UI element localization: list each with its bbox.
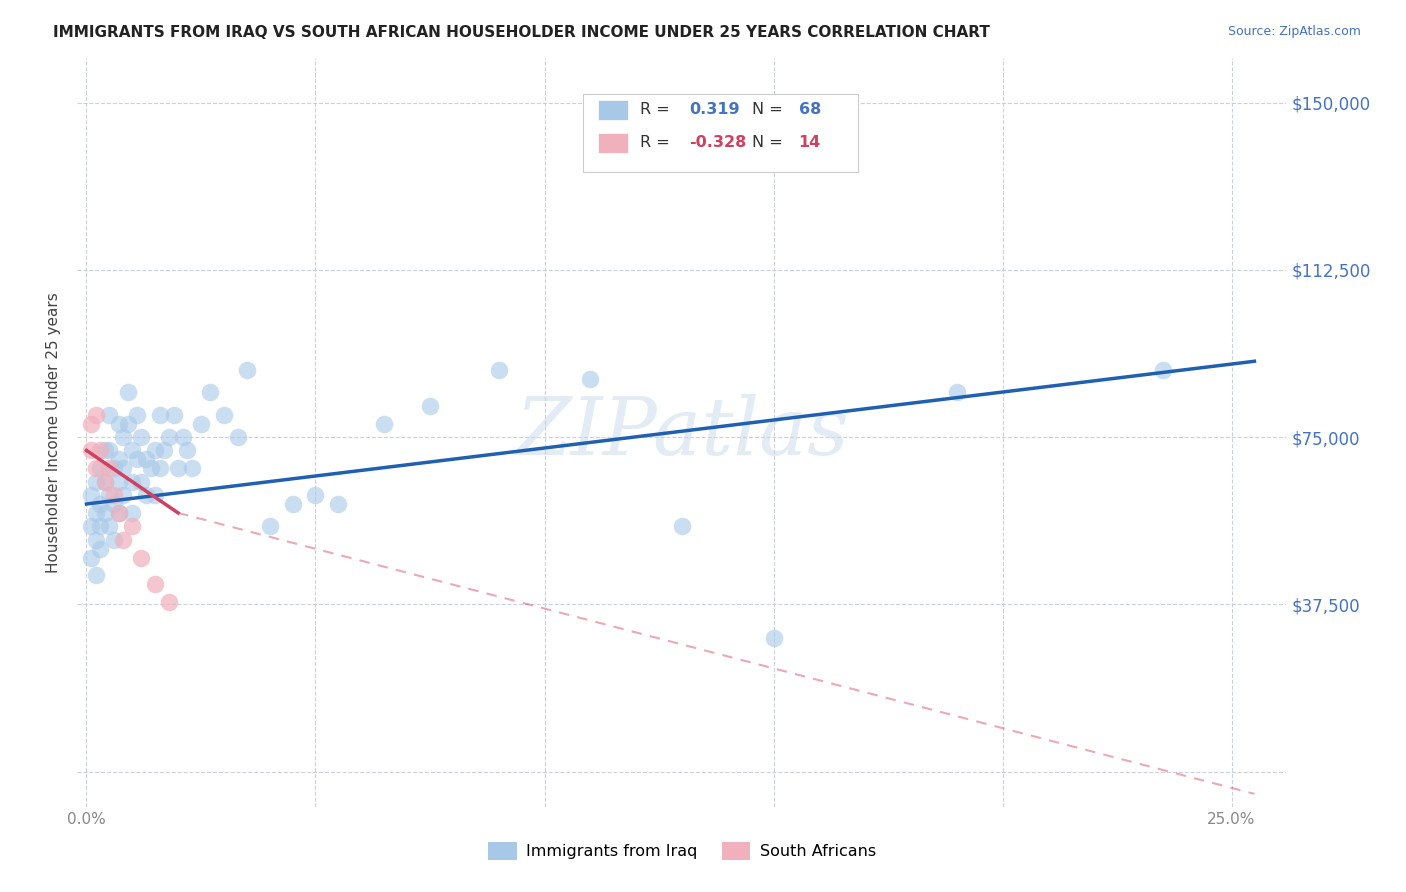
Point [94,475,117,489]
Point [162,408,184,422]
Point [139,461,162,475]
Point [198,385,221,400]
Point [89,443,111,458]
Point [84,506,107,520]
Point [143,488,166,502]
Point [135,452,157,467]
Text: ZIPatlas: ZIPatlas [515,394,849,471]
Point [135,488,157,502]
Point [121,443,143,458]
Point [167,461,190,475]
Point [149,408,172,422]
Point [80,550,103,565]
Text: R =: R = [640,136,675,150]
Point [121,506,143,520]
Point [125,408,148,422]
Text: 14: 14 [799,136,821,150]
Point [373,417,395,431]
Text: N =: N = [752,136,789,150]
Point [84,533,107,547]
Point [143,443,166,458]
Point [112,488,135,502]
Point [89,519,111,533]
Point [94,475,117,489]
Point [107,475,129,489]
Point [89,497,111,511]
Point [103,533,125,547]
Y-axis label: Householder Income Under 25 years: Householder Income Under 25 years [46,293,62,573]
Point [180,461,202,475]
Point [125,452,148,467]
Text: R =: R = [640,103,675,117]
Point [762,631,785,645]
Point [98,461,121,475]
Point [98,519,121,533]
Point [107,452,129,467]
Point [1152,363,1174,377]
Point [84,461,107,475]
Point [103,488,125,502]
Point [671,519,693,533]
Point [236,363,259,377]
Point [107,417,129,431]
Point [84,475,107,489]
Point [103,461,125,475]
Point [131,475,153,489]
Point [419,399,441,413]
Point [80,417,103,431]
Point [328,497,350,511]
Point [157,430,180,444]
Point [212,408,235,422]
Text: N =: N = [752,103,789,117]
Point [131,430,153,444]
Point [153,443,176,458]
Point [131,550,153,565]
Text: Source: ZipAtlas.com: Source: ZipAtlas.com [1227,25,1361,38]
Point [117,417,139,431]
Point [107,506,129,520]
Point [143,577,166,591]
Point [98,443,121,458]
Point [117,385,139,400]
Point [94,443,117,458]
Text: 68: 68 [799,103,821,117]
Point [89,461,111,475]
Point [226,430,249,444]
Point [157,595,180,609]
Point [84,408,107,422]
Point [176,443,198,458]
Point [80,519,103,533]
Point [190,417,212,431]
Point [84,568,107,582]
Point [304,488,326,502]
Point [94,506,117,520]
Text: 0.319: 0.319 [689,103,740,117]
Point [103,497,125,511]
Point [112,533,135,547]
Point [945,385,967,400]
Legend: Immigrants from Iraq, South Africans: Immigrants from Iraq, South Africans [481,836,883,867]
Point [579,372,602,386]
Point [80,488,103,502]
Text: -0.328: -0.328 [689,136,747,150]
Point [121,475,143,489]
Point [259,519,281,533]
Point [89,541,111,556]
Text: IMMIGRANTS FROM IRAQ VS SOUTH AFRICAN HOUSEHOLDER INCOME UNDER 25 YEARS CORRELAT: IMMIGRANTS FROM IRAQ VS SOUTH AFRICAN HO… [53,25,990,40]
Point [112,461,135,475]
Point [80,443,103,458]
Point [281,497,304,511]
Point [98,408,121,422]
Point [488,363,510,377]
Point [172,430,194,444]
Point [112,430,135,444]
Point [98,488,121,502]
Point [107,506,129,520]
Point [149,461,172,475]
Point [121,519,143,533]
